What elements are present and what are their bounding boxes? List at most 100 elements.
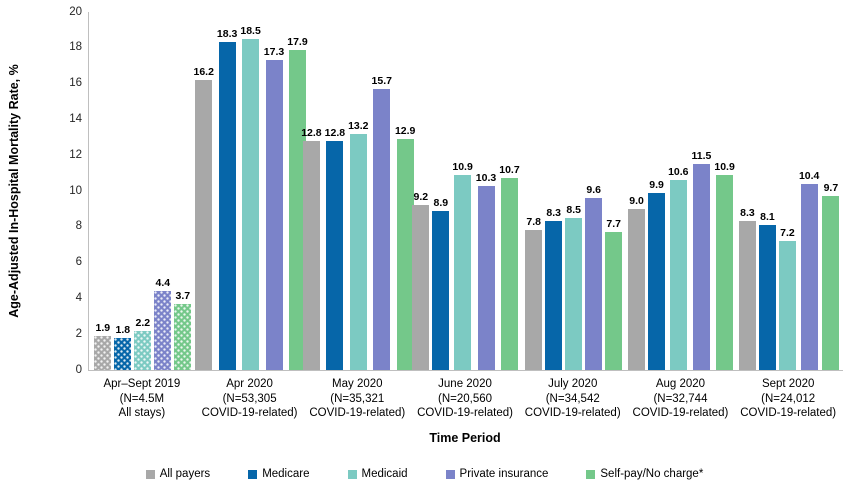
- y-axis-tick-label: 14: [69, 112, 82, 125]
- bar: [545, 221, 563, 370]
- bar: [326, 140, 344, 370]
- bar-value-label: 8.5: [566, 203, 582, 216]
- bar: [134, 330, 152, 370]
- bar-cell: 1.9: [94, 12, 112, 370]
- bar: [605, 232, 623, 370]
- bar-value-label: 1.9: [95, 322, 111, 334]
- x-category-label: May 2020 (N=35,321 COVID-19-related): [309, 378, 406, 419]
- y-axis-tick-label: 18: [69, 41, 82, 54]
- x-category-label: Apr–Sept 2019 (N=4.5M All stays): [103, 378, 181, 419]
- bar-value-label: 10.7: [499, 164, 520, 177]
- bar: [454, 174, 472, 370]
- bar: [585, 198, 603, 370]
- x-axis-category-labels: Apr–Sept 2019 (N=4.5M All stays) Apr 2020 (N…: [88, 377, 842, 421]
- bar-value-label: 9.0: [629, 194, 644, 207]
- legend: All payers Medicare Medicaid Private insura…: [0, 468, 849, 480]
- bar: [716, 174, 734, 370]
- bar-group: 12.8 12.8 13.2 15.7 12.9: [301, 12, 415, 370]
- bar-cell: 10.9: [452, 12, 473, 370]
- bar-value-label: 10.9: [714, 160, 735, 173]
- bar-value-label: 18.3: [216, 28, 238, 41]
- bar: [565, 217, 583, 370]
- bar-cell: 8.3: [545, 12, 563, 370]
- legend-item: Medicare: [248, 468, 310, 480]
- y-axis-tick-label: 12: [69, 148, 82, 161]
- legend-item: Private insurance: [445, 468, 549, 480]
- bar: [265, 60, 283, 370]
- legend-label: Self-pay/No charge*: [600, 468, 704, 480]
- bar-value-label: 12.8: [301, 126, 322, 139]
- y-axis-tick-label: 10: [69, 184, 82, 197]
- bar: [195, 80, 213, 370]
- y-axis-tick-label: 8: [75, 220, 82, 233]
- plot-area: 1.9 1.8 2.2 4.4 3.7 16.2 18.3 18.5 17.3 17.9 12.8 1…: [88, 12, 843, 371]
- bar-value-label: 9.9: [649, 178, 664, 191]
- bar: [477, 185, 495, 370]
- bar-value-label: 11.5: [691, 150, 712, 163]
- bar-cell: 7.8: [525, 12, 543, 370]
- bar-value-label: 12.9: [394, 125, 416, 138]
- legend-item: Self-pay/No charge*: [586, 468, 703, 480]
- legend-swatch: [445, 469, 455, 479]
- y-axis-tick-label: 16: [69, 77, 82, 90]
- bar-value-label: 7.2: [780, 227, 795, 240]
- x-category-label: July 2020 (N=34,542 COVID-19-related): [524, 378, 621, 419]
- bar-value-label: 10.4: [798, 169, 820, 182]
- bar-cell: 7.2: [778, 12, 796, 370]
- legend-label: Medicare: [262, 468, 310, 480]
- bar-cell: 12.9: [395, 12, 415, 370]
- bar-cell: 9.6: [585, 12, 603, 370]
- bar-value-label: 7.7: [606, 218, 622, 231]
- bar-cell: 9.7: [822, 12, 840, 370]
- bar-group: 1.9 1.8 2.2 4.4 3.7: [89, 12, 197, 370]
- y-axis-tick-label: 2: [75, 327, 82, 340]
- bar: [302, 140, 320, 370]
- bar: [500, 178, 518, 370]
- bar: [288, 49, 306, 370]
- bar-value-label: 9.7: [823, 182, 839, 195]
- legend-label: Medicaid: [361, 468, 408, 480]
- bar: [114, 337, 132, 370]
- bar-cell: 17.9: [287, 12, 308, 370]
- bar-group: 16.2 18.3 18.5 17.3 17.9: [193, 12, 308, 370]
- bar: [94, 336, 112, 370]
- bar-value-label: 16.2: [193, 66, 214, 79]
- bar: [628, 208, 646, 370]
- bar-value-label: 17.3: [263, 46, 285, 59]
- bar-value-label: 18.5: [240, 24, 261, 37]
- x-category-label: June 2020 (N=20,560 COVID-19-related): [417, 378, 513, 419]
- legend-label: All payers: [159, 468, 211, 480]
- bar-value-label: 8.3: [546, 207, 562, 220]
- bar-value-label: 3.7: [175, 289, 191, 302]
- bar: [778, 241, 796, 370]
- bar-cell: 4.4: [154, 12, 172, 370]
- x-category-label: Aug 2020 (N=32,744 COVID-19-related): [632, 378, 729, 419]
- bar-cell: 15.7: [372, 12, 392, 370]
- bar-cell: 8.5: [565, 12, 583, 370]
- legend-item: All payers: [145, 468, 211, 480]
- legend-label: Private insurance: [459, 468, 549, 480]
- bar-cell: 1.8: [114, 12, 132, 370]
- bar: [525, 230, 543, 370]
- bar: [242, 38, 260, 370]
- bar-cell: 9.9: [648, 12, 666, 370]
- bar: [692, 164, 710, 370]
- bar-value-label: 2.2: [135, 316, 151, 329]
- bar-value-label: 9.2: [413, 191, 429, 204]
- bar: [349, 133, 367, 370]
- bar: [432, 210, 450, 370]
- bar-cell: 3.7: [174, 12, 192, 370]
- bar-value-label: 12.8: [324, 126, 346, 139]
- bar-cell: 17.3: [264, 12, 284, 370]
- bar: [669, 180, 687, 370]
- bar-cell: 10.7: [499, 12, 520, 370]
- bar: [758, 225, 776, 370]
- bar-group: 9.2 8.9 10.9 10.3 10.7: [412, 12, 520, 370]
- legend-swatch: [248, 469, 258, 479]
- bar-cell: 9.0: [628, 12, 646, 370]
- y-axis-tick-label: 0: [75, 363, 82, 376]
- bar-groups: 1.9 1.8 2.2 4.4 3.7 16.2 18.3 18.5 17.3 17.9 12.8 1…: [89, 12, 843, 370]
- bar-cell: 16.2: [193, 12, 214, 370]
- bar: [154, 291, 172, 370]
